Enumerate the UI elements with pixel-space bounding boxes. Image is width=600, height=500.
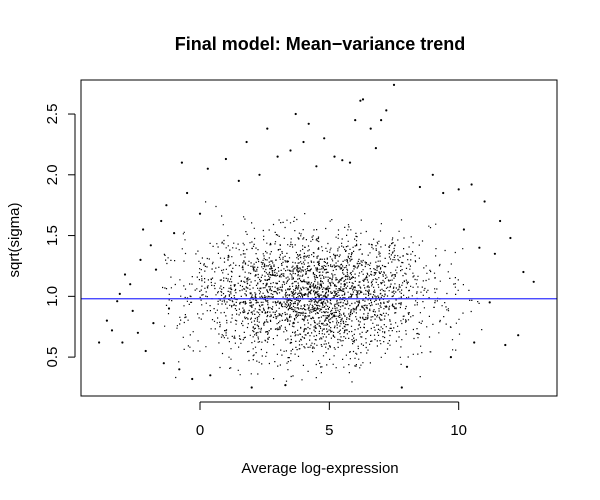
data-point: [121, 341, 124, 344]
data-point: [354, 119, 357, 122]
data-point: [462, 228, 465, 231]
data-point: [473, 341, 476, 344]
data-point: [186, 191, 189, 195]
data-point: [129, 283, 132, 286]
data-point: [198, 212, 202, 215]
data-point: [152, 322, 155, 325]
data-point: [302, 140, 305, 144]
data-point: [131, 309, 134, 312]
data-point: [250, 386, 253, 389]
data-point: [380, 119, 383, 122]
data-point: [400, 386, 403, 389]
y-tick-label: 2.5: [44, 104, 61, 125]
data-point: [369, 127, 372, 130]
data-point: [493, 252, 496, 255]
data-point: [478, 246, 481, 249]
data-point: [116, 300, 119, 303]
data-point: [374, 147, 377, 150]
data-point: [392, 83, 396, 86]
data-point: [442, 191, 445, 195]
x-axis-label: Average log-expression: [241, 460, 398, 477]
data-point: [245, 140, 248, 144]
y-axis-label: sqrt(sigma): [6, 202, 23, 277]
data-point: [139, 258, 142, 261]
x-axis: 0 5 10: [196, 401, 467, 439]
data-point: [266, 127, 269, 130]
data-point: [522, 270, 525, 274]
data-point: [488, 301, 491, 304]
data-point: [149, 244, 152, 247]
data-point: [154, 268, 158, 271]
data-point: [294, 112, 297, 116]
y-axis: 0.5 1.0 1.5 2.0 2.5: [44, 104, 76, 368]
data-point: [504, 343, 507, 347]
data-point: [457, 188, 460, 191]
chart-title: Final model: Mean−variance trend: [175, 34, 466, 54]
data-point: [258, 173, 261, 176]
data-point: [237, 179, 240, 182]
data-point: [449, 356, 452, 359]
data-point: [470, 183, 473, 186]
data-point: [206, 167, 209, 170]
data-point: [162, 362, 165, 365]
data-point: [517, 334, 520, 337]
data-point: [532, 280, 535, 283]
data-point: [499, 219, 502, 223]
data-point: [123, 273, 127, 276]
data-point: [483, 200, 486, 203]
data-point: [165, 204, 168, 207]
data-point: [385, 109, 388, 112]
data-point: [173, 232, 176, 235]
data-point: [110, 329, 114, 332]
data-point: [405, 365, 409, 368]
data-point: [276, 155, 279, 158]
plot-frame: [80, 79, 558, 397]
y-tick-label: 1.5: [44, 225, 61, 246]
data-point: [178, 368, 181, 371]
data-point: [98, 341, 101, 344]
data-point: [341, 159, 344, 162]
y-tick-label: 0.5: [44, 347, 61, 368]
data-point: [431, 173, 434, 176]
data-point: [180, 161, 183, 164]
data-point: [167, 307, 171, 310]
data-point: [209, 374, 212, 377]
data-point: [160, 219, 163, 223]
data-point: [284, 384, 287, 387]
data-point: [348, 161, 352, 164]
data-point: [118, 292, 121, 295]
data-point-cloud: [162, 201, 483, 383]
data-point: [361, 98, 365, 101]
x-tick-label: 10: [450, 422, 467, 439]
y-tick-label: 1.0: [44, 286, 61, 307]
data-point: [191, 377, 194, 381]
data-point: [289, 149, 292, 152]
data-point: [315, 165, 318, 168]
x-tick-label: 5: [325, 422, 333, 439]
data-point: [418, 185, 421, 189]
x-tick-label: 0: [196, 422, 204, 439]
data-point: [136, 331, 139, 334]
scatter-points: [98, 83, 535, 389]
y-tick-label: 2.0: [44, 164, 61, 185]
data-point: [333, 155, 336, 158]
data-point: [224, 157, 227, 161]
data-point: [144, 349, 147, 353]
data-point: [323, 137, 326, 140]
data-point: [142, 228, 145, 231]
data-point: [359, 99, 362, 102]
data-point: [307, 122, 310, 125]
data-point: [509, 236, 512, 240]
data-point: [105, 319, 108, 322]
